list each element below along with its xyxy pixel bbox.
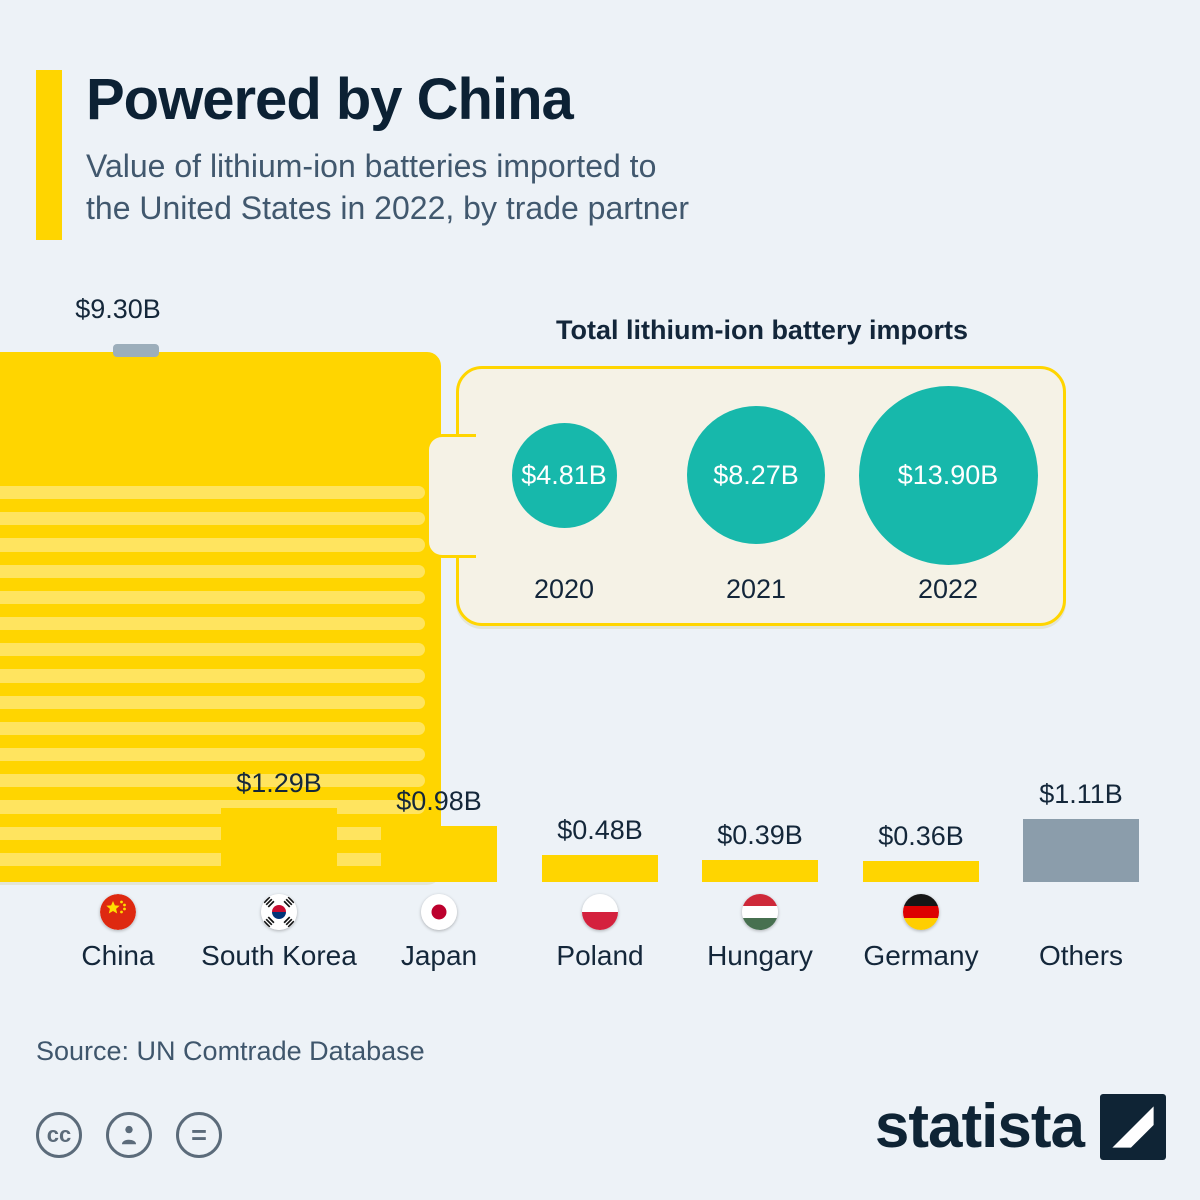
bar-value-label: $0.98B	[396, 786, 482, 816]
bar-column-others: $1.11B Others	[1000, 779, 1162, 972]
flag-wrap	[100, 894, 136, 930]
statista-wordmark: statista	[874, 1092, 1085, 1161]
creative-commons-icon: cc	[36, 1112, 82, 1158]
bubble-slot: $4.81B	[511, 380, 617, 570]
country-label: Germany	[863, 940, 979, 971]
battery-stripe	[0, 616, 425, 631]
south-korea-flag-icon	[261, 894, 297, 930]
germany-flag-icon	[903, 894, 939, 930]
bar-value-label: $0.39B	[717, 820, 803, 850]
subtitle: Value of lithium-ion batteries imported …	[86, 145, 689, 229]
inset-title: Total lithium-ion battery imports	[555, 315, 968, 345]
subtitle-line-1: Value of lithium-ion batteries imported …	[86, 147, 657, 184]
battery-stripe	[0, 643, 425, 657]
attribution-icon	[106, 1112, 152, 1158]
bar-value-label: $1.29B	[236, 768, 322, 798]
bubble-2022: $13.90B	[858, 385, 1038, 565]
battery-stripe	[0, 774, 425, 788]
year-label: 2020	[533, 574, 595, 604]
flag-wrap	[582, 894, 618, 930]
bar-column-poland: $0.48B Poland	[519, 815, 681, 972]
subtitle-line-2: the United States in 2022, by trade part…	[86, 190, 690, 227]
equals-glyph: =	[191, 1119, 207, 1150]
battery-stripe	[0, 564, 425, 578]
source-text: Source: UN Comtrade Database	[36, 1036, 425, 1066]
bubble-slot: $13.90B	[858, 380, 1038, 570]
battery-stripe	[0, 485, 425, 500]
bar-value-label: $0.36B	[878, 821, 964, 851]
battery-cap	[426, 434, 476, 558]
title-accent-bar	[36, 70, 62, 240]
bubble-group-2022: $13.90B 2022	[858, 380, 1038, 623]
country-label: Hungary	[707, 940, 813, 971]
battery-stripe	[0, 721, 425, 735]
battery-stripe	[0, 669, 425, 683]
header: Powered by China Value of lithium-ion ba…	[36, 67, 689, 240]
bubble-slot: $8.27B	[687, 380, 825, 570]
total-imports-panel: Total lithium-ion battery imports $4.81B…	[420, 312, 1068, 626]
bubble-group-2020: $4.81B 2020	[479, 380, 649, 623]
hungary-flag-icon	[742, 894, 778, 930]
battery-stripe	[0, 747, 425, 762]
bar-column-south-korea: $1.29B S	[198, 768, 360, 972]
battery-panel: $4.81B 2020 $8.27B 2021	[426, 366, 1066, 626]
japan-flag-icon	[421, 894, 457, 930]
bar-column-germany: $0.36B Germany	[840, 821, 1002, 972]
country-label: Others	[1038, 940, 1124, 971]
bar-value-label: $0.48B	[557, 815, 643, 845]
bar-japan	[381, 826, 497, 882]
bar-value-label: $1.11B	[1039, 779, 1123, 809]
battery-stripe	[0, 695, 425, 709]
person-glyph	[121, 1125, 137, 1145]
country-label: South Korea	[201, 940, 357, 971]
bubble-2021: $8.27B	[687, 406, 825, 544]
bar-germany	[863, 861, 979, 882]
flag-wrap	[742, 894, 778, 930]
bar-others	[1023, 819, 1139, 882]
statista-brand: statista	[875, 1094, 1166, 1160]
battery-terminal	[113, 344, 159, 357]
bubble-value-label: $8.27B	[713, 459, 799, 490]
bubble-chart: $4.81B 2020 $8.27B 2021	[459, 369, 1063, 623]
bar-chart: $9.30B China	[0, 282, 1200, 972]
battery-stripe	[0, 590, 425, 604]
bubble-group-2021: $8.27B 2021	[671, 380, 841, 623]
bubble-value-label: $13.90B	[897, 459, 999, 490]
bar-south-korea	[221, 808, 337, 882]
battery-stripe	[0, 512, 425, 526]
year-label: 2022	[917, 574, 979, 604]
bubble-value-label: $4.81B	[521, 459, 607, 490]
flag-wrap	[261, 894, 297, 930]
bar-china	[0, 344, 441, 882]
cc-glyph: cc	[46, 1122, 72, 1147]
battery-stripes	[0, 473, 425, 866]
statista-logo-icon	[1100, 1094, 1166, 1160]
battery-stripe	[0, 538, 425, 552]
flag-wrap	[903, 894, 939, 930]
bar-column-japan: $0.98B Japan	[358, 786, 520, 972]
year-label: 2021	[725, 574, 787, 604]
equals-icon: =	[176, 1112, 222, 1158]
flag-wrap	[421, 894, 457, 930]
poland-flag-icon	[582, 894, 618, 930]
country-label: Poland	[556, 940, 644, 971]
bar-poland	[542, 855, 658, 882]
bar-value-label: $9.30B	[75, 294, 161, 324]
bar-column-hungary: $0.39B Hungary	[679, 820, 841, 972]
country-label: China	[81, 940, 155, 971]
china-flag-icon	[100, 894, 136, 930]
bar-hungary	[702, 860, 818, 882]
country-label: Japan	[400, 940, 478, 971]
bubble-2020: $4.81B	[511, 422, 617, 528]
license-icons: cc =	[36, 1112, 222, 1158]
bar-column-china: $9.30B China	[0, 294, 441, 972]
page-title: Powered by China	[86, 67, 574, 132]
header-text: Powered by China Value of lithium-ion ba…	[86, 67, 689, 240]
